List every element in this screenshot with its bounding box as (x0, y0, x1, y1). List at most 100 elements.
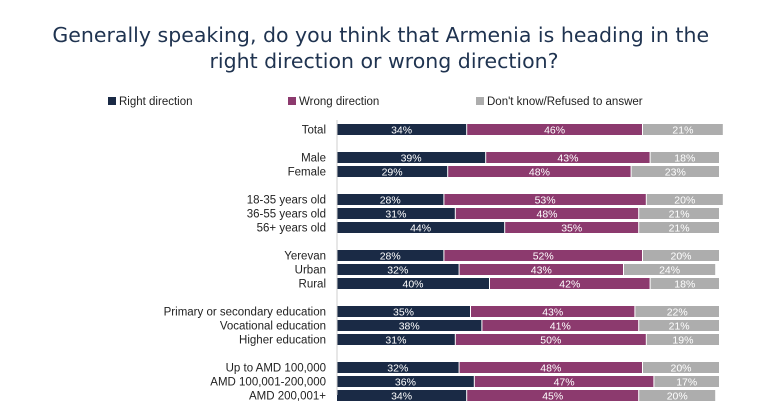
bar-segment (643, 250, 719, 261)
category-label: Male (301, 153, 326, 165)
category-label: 36-55 years old (247, 209, 326, 221)
bar-segment (444, 194, 646, 205)
data-label: 40% (402, 279, 423, 291)
data-label: 48% (529, 167, 550, 179)
bar-segment (455, 334, 646, 345)
category-label: Yerevan (284, 251, 326, 263)
bar-segment (337, 320, 482, 331)
data-label: 18% (674, 153, 695, 165)
legend-swatch (288, 97, 296, 105)
bar-segment (448, 166, 631, 177)
data-label: 44% (410, 223, 431, 235)
bar-segment (337, 124, 467, 135)
bar-segment (643, 362, 719, 373)
bar-segment (639, 208, 719, 219)
data-label: 35% (561, 223, 582, 235)
bar-segment (505, 222, 639, 233)
category-label: 56+ years old (257, 223, 326, 235)
bar-row: Primary or secondary education 35% 43% 22% (164, 306, 719, 319)
data-label: 19% (672, 335, 693, 347)
bar-segment (467, 124, 642, 135)
data-label: 20% (670, 363, 691, 375)
data-label: 21% (672, 125, 693, 137)
data-label: 21% (669, 209, 690, 221)
data-label: 34% (391, 391, 412, 402)
bar-segment (337, 194, 444, 205)
bar-segment (474, 376, 654, 387)
bar-segment (486, 152, 650, 163)
bar-segment (639, 390, 716, 401)
bar-segment (631, 166, 719, 177)
bar-row: Rural 40% 42% 18% (299, 278, 719, 291)
bar-segment (337, 376, 474, 387)
bar-row: Vocational education 38% 41% 21% (220, 320, 719, 333)
legend-label: Wrong direction (299, 96, 379, 108)
data-label: 39% (401, 153, 422, 165)
bar-segment (490, 278, 650, 289)
data-label: 52% (533, 251, 554, 263)
bar-segment (471, 306, 635, 317)
data-label: 34% (391, 125, 412, 137)
data-label: 50% (540, 335, 561, 347)
legend-swatch (108, 97, 116, 105)
bar-row: 18-35 years old 28% 53% 20% (247, 194, 723, 207)
category-label: Up to AMD 100,000 (226, 363, 326, 375)
bar-row: Higher education 31% 50% 19% (239, 334, 719, 347)
data-label: 21% (669, 223, 690, 235)
data-label: 46% (544, 125, 565, 137)
bar-segment (650, 152, 719, 163)
bar-row: AMD 200,001+ 34% 45% 20% (249, 390, 716, 402)
bar-row: Urban 32% 43% 24% (295, 264, 716, 277)
category-label: Female (288, 167, 326, 179)
bar-rows: Total 34% 46% 21% Male 39% 43% 18% Female 29% 48% 2… (164, 124, 723, 402)
bar-row: Total 34% 46% 21% (302, 124, 723, 137)
data-label: 29% (382, 167, 403, 179)
data-label: 32% (387, 363, 408, 375)
bar-segment (337, 306, 470, 317)
data-label: 32% (387, 265, 408, 277)
bar-segment (467, 390, 639, 401)
category-label: Total (302, 125, 326, 137)
data-label: 43% (557, 153, 578, 165)
bar-row: Yerevan 28% 52% 20% (284, 250, 719, 263)
category-label: Urban (295, 265, 326, 277)
bar-row: Female 29% 48% 23% (288, 166, 719, 179)
chart-title-line-1: Generally speaking, do you think that Ar… (52, 23, 709, 47)
bar-row: AMD 100,001-200,000 36% 47% 17% (210, 376, 719, 389)
category-label: AMD 100,001-200,000 (210, 377, 326, 389)
bar-segment (459, 264, 623, 275)
chart-title-line-2: right direction or wrong direction? (209, 49, 558, 73)
bar-segment (337, 166, 448, 177)
data-label: 18% (674, 279, 695, 291)
bar-segment (459, 362, 642, 373)
bar-row: 36-55 years old 31% 48% 21% (247, 208, 719, 221)
bar-segment (337, 390, 467, 401)
category-label: Higher education (239, 335, 326, 347)
data-label: 20% (667, 391, 688, 402)
bar-segment (444, 250, 642, 261)
bar-segment (635, 306, 719, 317)
data-label: 47% (554, 377, 575, 389)
data-label: 24% (659, 265, 680, 277)
category-label: 18-35 years old (247, 195, 326, 207)
bar-segment (482, 320, 639, 331)
bar-segment (639, 222, 719, 233)
data-label: 23% (665, 167, 686, 179)
bar-segment (337, 278, 489, 289)
data-label: 20% (670, 251, 691, 263)
data-label: 38% (399, 321, 420, 333)
data-label: 28% (380, 251, 401, 263)
bar-segment (337, 208, 455, 219)
data-label: 20% (674, 195, 695, 207)
bar-segment (639, 320, 719, 331)
bar-segment (654, 376, 719, 387)
data-label: 31% (385, 209, 406, 221)
bar-segment (337, 362, 459, 373)
data-label: 17% (676, 377, 697, 389)
legend: Right direction Wrong direction Don't know… (108, 96, 643, 108)
bar-row: 56+ years old 44% 35% 21% (257, 222, 719, 235)
data-label: 42% (559, 279, 580, 291)
data-label: 28% (380, 195, 401, 207)
data-label: 36% (395, 377, 416, 389)
data-label: 43% (531, 265, 552, 277)
